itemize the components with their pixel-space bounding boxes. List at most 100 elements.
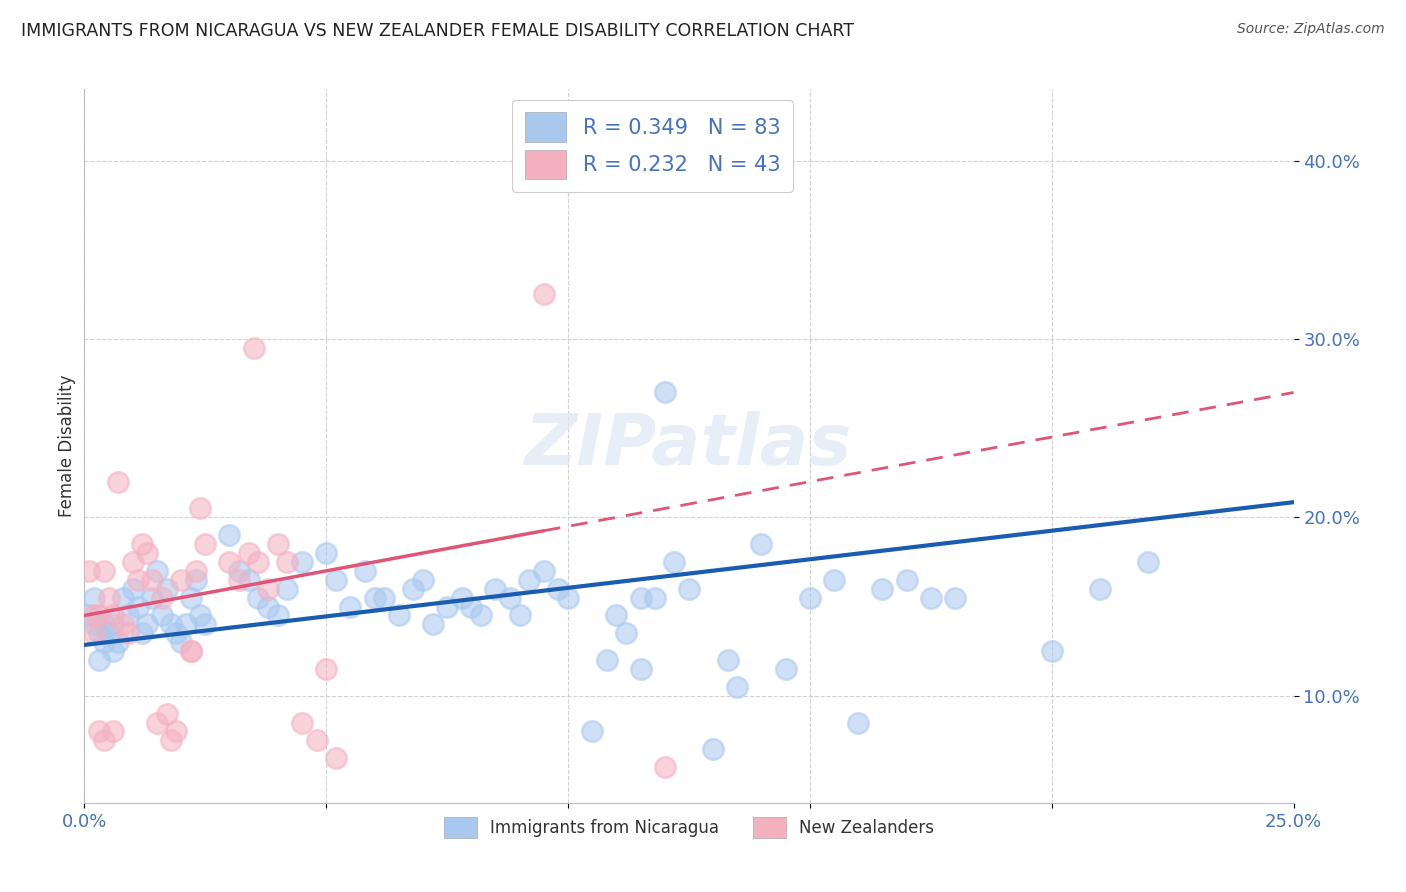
- Point: [103, 617, 125, 632]
- Point: [194, 537, 217, 551]
- Point: [1088, 582, 1111, 596]
- Point: [107, 635, 129, 649]
- Point: [93, 635, 115, 649]
- Point: [87, 608, 110, 623]
- Point: [247, 591, 270, 605]
- Point: [276, 555, 298, 569]
- Point: [484, 582, 506, 596]
- Point: [165, 626, 187, 640]
- Point: [654, 385, 676, 400]
- Point: [257, 582, 280, 596]
- Point: [190, 608, 212, 623]
- Point: [315, 662, 337, 676]
- Point: [83, 591, 105, 605]
- Point: [920, 591, 942, 605]
- Point: [170, 635, 193, 649]
- Point: [614, 626, 637, 640]
- Point: [170, 573, 193, 587]
- Point: [107, 475, 129, 489]
- Point: [1137, 555, 1160, 569]
- Point: [872, 582, 894, 596]
- Point: [644, 591, 666, 605]
- Y-axis label: Female Disability: Female Disability: [58, 375, 76, 517]
- Point: [517, 573, 540, 587]
- Point: [228, 564, 250, 578]
- Point: [83, 608, 105, 623]
- Point: [725, 680, 748, 694]
- Point: [155, 706, 177, 721]
- Point: [242, 341, 264, 355]
- Legend: Immigrants from Nicaragua, New Zealanders: Immigrants from Nicaragua, New Zealander…: [437, 811, 941, 845]
- Point: [218, 555, 240, 569]
- Point: [77, 564, 100, 578]
- Point: [131, 626, 153, 640]
- Point: [846, 715, 869, 730]
- Point: [121, 555, 143, 569]
- Point: [581, 724, 603, 739]
- Point: [630, 662, 652, 676]
- Point: [160, 617, 183, 632]
- Point: [751, 537, 773, 551]
- Point: [83, 617, 105, 632]
- Point: [83, 626, 105, 640]
- Point: [160, 733, 183, 747]
- Point: [450, 591, 472, 605]
- Point: [190, 501, 212, 516]
- Point: [112, 617, 135, 632]
- Point: [136, 546, 159, 560]
- Point: [150, 591, 173, 605]
- Point: [127, 573, 149, 587]
- Point: [87, 724, 110, 739]
- Point: [654, 760, 676, 774]
- Point: [412, 573, 434, 587]
- Text: Source: ZipAtlas.com: Source: ZipAtlas.com: [1237, 22, 1385, 37]
- Point: [180, 644, 202, 658]
- Point: [339, 599, 361, 614]
- Point: [146, 564, 169, 578]
- Point: [165, 724, 187, 739]
- Point: [678, 582, 700, 596]
- Point: [291, 715, 314, 730]
- Point: [460, 599, 482, 614]
- Point: [127, 599, 149, 614]
- Text: ZIPatlas: ZIPatlas: [526, 411, 852, 481]
- Point: [141, 573, 163, 587]
- Point: [141, 591, 163, 605]
- Point: [291, 555, 314, 569]
- Point: [896, 573, 918, 587]
- Point: [93, 733, 115, 747]
- Point: [499, 591, 522, 605]
- Point: [547, 582, 569, 596]
- Point: [315, 546, 337, 560]
- Point: [557, 591, 579, 605]
- Point: [702, 742, 724, 756]
- Point: [103, 608, 125, 623]
- Point: [87, 653, 110, 667]
- Point: [247, 555, 270, 569]
- Point: [373, 591, 395, 605]
- Point: [943, 591, 966, 605]
- Point: [150, 608, 173, 623]
- Point: [325, 751, 347, 765]
- Point: [174, 617, 197, 632]
- Point: [238, 573, 260, 587]
- Point: [228, 573, 250, 587]
- Point: [276, 582, 298, 596]
- Point: [630, 591, 652, 605]
- Point: [422, 617, 444, 632]
- Point: [121, 582, 143, 596]
- Point: [97, 626, 120, 640]
- Point: [305, 733, 328, 747]
- Point: [325, 573, 347, 587]
- Point: [605, 608, 627, 623]
- Point: [146, 715, 169, 730]
- Point: [596, 653, 619, 667]
- Text: IMMIGRANTS FROM NICARAGUA VS NEW ZEALANDER FEMALE DISABILITY CORRELATION CHART: IMMIGRANTS FROM NICARAGUA VS NEW ZEALAND…: [21, 22, 853, 40]
- Point: [799, 591, 821, 605]
- Point: [112, 591, 135, 605]
- Point: [93, 617, 115, 632]
- Point: [180, 644, 202, 658]
- Point: [77, 608, 100, 623]
- Point: [136, 617, 159, 632]
- Point: [402, 582, 425, 596]
